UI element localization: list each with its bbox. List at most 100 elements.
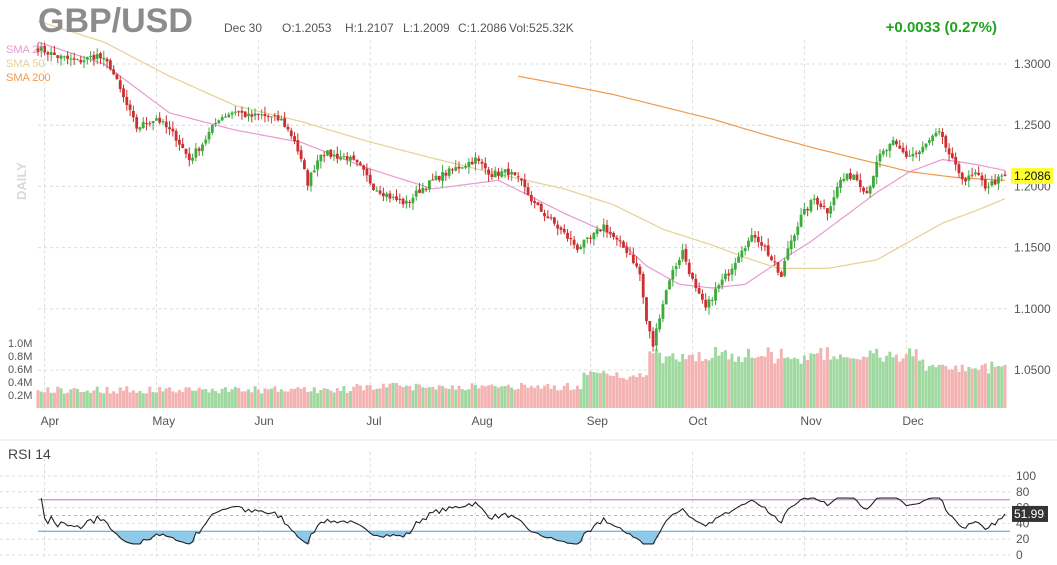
volume-bar — [105, 386, 109, 408]
volume-bar — [904, 354, 908, 408]
volume-bar — [615, 372, 619, 408]
volume-bar — [589, 371, 593, 408]
candle-body — [191, 157, 194, 161]
volume-bar — [46, 387, 50, 408]
candle-body — [756, 236, 760, 243]
close-value: C:1.2086 — [458, 21, 507, 35]
volume-bar — [661, 363, 665, 408]
candle-body — [289, 130, 293, 137]
rsi-oversold-fill — [306, 531, 310, 544]
volume-bar — [937, 365, 941, 408]
volume-bar — [710, 357, 714, 408]
volume-bar — [342, 386, 346, 408]
month-tick-label: Nov — [800, 414, 821, 428]
candle-body — [862, 187, 865, 192]
candle-body — [434, 175, 438, 180]
candle-body — [825, 208, 829, 214]
candle-body — [819, 203, 823, 207]
volume-bar — [371, 389, 375, 408]
rsi-panel: 10080604020051.99 — [0, 469, 1048, 562]
volume-bar — [381, 383, 385, 408]
candle-body — [710, 300, 714, 302]
volume-bar — [345, 392, 349, 408]
volume-bar — [845, 357, 849, 408]
volume-bar — [75, 388, 79, 408]
candle-body — [299, 150, 303, 160]
rsi-oversold-fill — [575, 531, 580, 544]
high-value: H:1.2107 — [345, 21, 394, 35]
volume-bar — [898, 361, 902, 408]
rsi-oversold-fill — [641, 531, 646, 544]
volume-bar — [763, 356, 767, 408]
candle-body — [786, 248, 790, 260]
volume-bar — [447, 388, 451, 408]
volume-bar — [862, 356, 866, 408]
month-tick-label: Jul — [366, 414, 381, 428]
rsi-oversold-fill — [582, 531, 587, 534]
candle-body — [398, 198, 402, 200]
candle-body — [286, 126, 290, 130]
candle-body — [92, 54, 96, 60]
volume-bar — [460, 389, 464, 408]
volume-bar — [348, 391, 352, 408]
candle-body — [237, 111, 241, 113]
volume-bar — [171, 391, 175, 408]
rsi-oversold-fill — [151, 531, 156, 537]
volume-bar — [651, 353, 655, 408]
volume-bar — [954, 365, 958, 408]
candle-body — [849, 173, 852, 179]
volume-bar — [362, 390, 366, 408]
candle-body — [326, 150, 329, 156]
legend-sma200: SMA 200 — [6, 72, 51, 84]
rsi-oversold-fill — [644, 531, 649, 544]
volume-bar — [792, 357, 796, 408]
candle-body — [809, 200, 813, 212]
candle-body — [931, 135, 935, 142]
volume-bar — [454, 389, 458, 408]
candle-body — [474, 157, 477, 164]
candle-body — [477, 158, 481, 161]
volume-bar — [332, 392, 336, 408]
volume-bar — [473, 385, 477, 408]
grid-lines — [0, 40, 1057, 560]
volume-bar — [714, 347, 718, 408]
volume-bar — [638, 373, 642, 408]
price-tick-label: 1.1000 — [1014, 302, 1051, 316]
volume-bar — [309, 391, 313, 408]
candle-body — [950, 153, 954, 158]
candle-body — [556, 224, 560, 229]
volume-bar — [559, 390, 563, 408]
volume-bar — [296, 387, 300, 408]
volume-bar — [194, 390, 198, 408]
legend-sma20: SMA 20 — [6, 44, 45, 56]
volume-bar — [996, 366, 1000, 408]
rsi-oversold-fill — [549, 531, 554, 538]
candle-body — [668, 280, 671, 290]
volume-bar — [210, 388, 214, 408]
candle-body — [204, 139, 208, 144]
volume-bar — [941, 364, 945, 408]
price-tick-label: 1.0500 — [1014, 363, 1051, 377]
volume-bar — [987, 373, 991, 408]
rsi-oversold-fill — [651, 531, 656, 544]
volume-bar — [631, 375, 635, 408]
candle-body — [115, 74, 119, 80]
rsi-oversold-fill — [161, 531, 166, 534]
volume-bar — [802, 355, 806, 408]
volume-bar — [957, 371, 961, 408]
candle-body — [546, 216, 550, 219]
candle-body — [79, 59, 83, 63]
volume-bar — [39, 391, 43, 408]
volume-bar — [779, 348, 783, 408]
rsi-oversold-fill — [141, 531, 146, 540]
candle-body — [967, 175, 971, 181]
rsi-oversold-fill — [148, 531, 152, 540]
candle-body — [881, 150, 885, 155]
legend-sma50: SMA 50 — [6, 58, 45, 70]
candle-body — [391, 196, 395, 198]
candle-body — [730, 268, 734, 275]
volume-bar — [533, 387, 537, 408]
rsi-oversold-fill — [565, 531, 570, 544]
candle-body — [108, 60, 112, 70]
volume-bar — [115, 393, 119, 408]
